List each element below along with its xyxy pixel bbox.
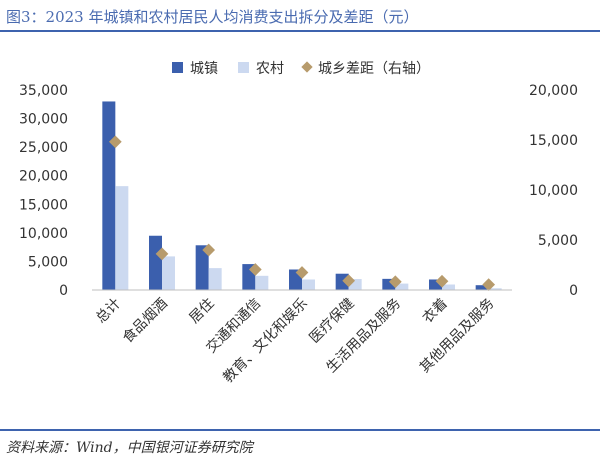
left-tick-label: 30,000 (19, 112, 68, 128)
chart: 城镇 农村 城乡差距（右轴） 0 5,000 10,000 15,000 20,000 2… (19, 61, 578, 386)
right-tick-label: 0 (569, 283, 578, 299)
right-tick-label: 10,000 (529, 183, 578, 199)
bar-urban (195, 245, 209, 290)
gap-marker (435, 274, 449, 288)
bar-rural (302, 279, 315, 290)
right-tick-label: 5,000 (538, 233, 578, 249)
gap-marker (342, 274, 356, 288)
bar-rural (255, 275, 269, 290)
bar-urban (102, 101, 116, 290)
category-label: 食品烟酒 (119, 295, 171, 347)
legend-label-urban: 城镇 (190, 61, 218, 77)
legend-label-rural: 农村 (256, 61, 284, 77)
page-title: 图3：2023 年城镇和农村居民人均消费支出拆分及差距（元） (6, 8, 419, 26)
category-label: 教育、文化和娱乐 (220, 296, 311, 387)
gap-marker (482, 278, 496, 291)
left-tick-label: 10,000 (19, 226, 68, 242)
gap-marker (295, 266, 309, 279)
bar-urban (429, 279, 442, 290)
legend-marker-gap (301, 61, 313, 73)
left-tick-label: 25,000 (19, 140, 68, 156)
right-tick-label: 20,000 (529, 83, 578, 99)
gap-marker (388, 275, 402, 289)
bar-rural (208, 268, 222, 290)
right-axis-ticks: 0 5,000 10,000 15,000 20,000 (529, 83, 578, 299)
left-tick-label: 0 (59, 283, 68, 299)
bar-rural (115, 186, 129, 290)
title-divider (0, 30, 600, 32)
bar-rural (488, 288, 502, 290)
bars (102, 101, 502, 290)
bar-rural (348, 279, 362, 290)
legend-swatch-rural (238, 62, 249, 73)
bar-rural (162, 256, 175, 290)
bar-urban (475, 285, 489, 290)
left-tick-label: 20,000 (19, 169, 68, 185)
legend-label-gap: 城乡差距（右轴） (318, 61, 430, 77)
bar-rural (442, 284, 455, 290)
category-label: 衣着 (420, 296, 451, 327)
left-tick-label: 15,000 (19, 197, 68, 213)
right-tick-label: 15,000 (529, 133, 578, 149)
legend-swatch-urban (172, 62, 183, 73)
category-label: 总计 (93, 296, 124, 327)
gap-marker (155, 247, 169, 261)
legend: 城镇 农村 城乡差距（右轴） (172, 61, 430, 77)
gap-marker (202, 243, 216, 257)
source-note: 资料来源：Wind，中国银河证券研究院 (6, 440, 253, 456)
footer-divider (0, 429, 600, 431)
category-label: 居住 (186, 296, 217, 327)
gap-markers (108, 135, 496, 291)
bar-urban (382, 278, 396, 290)
gap-marker (108, 135, 122, 149)
bar-rural (395, 283, 409, 290)
left-tick-label: 35,000 (19, 83, 68, 99)
bar-urban (149, 235, 162, 290)
left-tick-label: 5,000 (28, 254, 68, 270)
left-axis-ticks: 0 5,000 10,000 15,000 20,000 25,000 30,000 35,0… (19, 83, 68, 299)
